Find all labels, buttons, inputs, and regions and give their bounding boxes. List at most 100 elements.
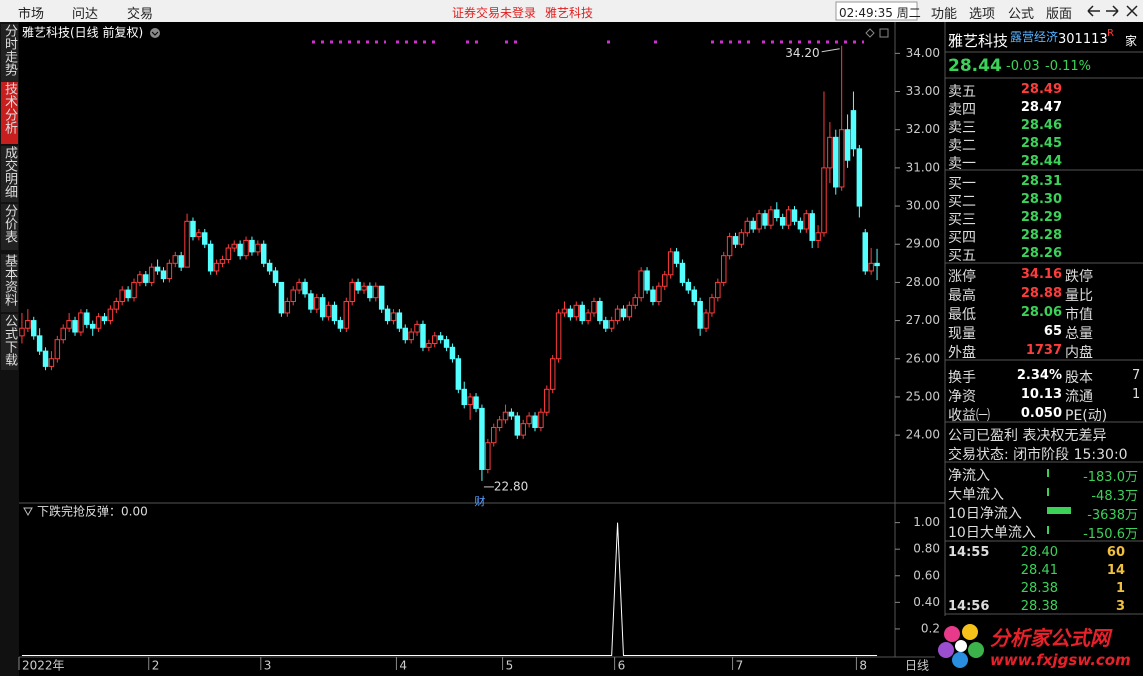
login-notice: 证券交易未登录 <box>452 6 537 20</box>
collapse-icon[interactable] <box>23 507 33 517</box>
book-label: 卖三 <box>948 120 976 136</box>
forward-icon[interactable] <box>1106 5 1119 17</box>
candle-body <box>756 213 762 230</box>
candle-body <box>178 255 184 268</box>
candle-body <box>538 411 544 428</box>
flow-label: 净流入 <box>948 468 990 484</box>
candle-body <box>591 300 597 314</box>
y-tick-label: 30.00 <box>906 199 940 213</box>
stat-label: 最低 <box>948 307 976 323</box>
candle-body <box>774 209 780 219</box>
candle-body <box>432 335 438 344</box>
menu-icon-arrow <box>151 31 159 36</box>
x-tick-label: 4 <box>399 659 407 673</box>
candle-body <box>107 308 114 322</box>
candle-body <box>19 327 25 337</box>
candle-body <box>231 243 237 249</box>
price-change: -0.03 <box>1006 59 1040 74</box>
book-price: 28.26 <box>1020 246 1062 261</box>
candle-body <box>797 220 804 230</box>
candle-body <box>791 209 798 222</box>
menu-item[interactable]: 问达 <box>72 7 99 22</box>
candle-body <box>184 220 190 268</box>
menu-item[interactable]: 公式 <box>1008 7 1035 22</box>
candle-body <box>60 327 66 341</box>
candle-body <box>614 308 621 322</box>
side-tab[interactable]: 分时走势 <box>1 24 18 82</box>
candle-body <box>685 281 692 291</box>
candle-body <box>508 411 515 417</box>
book-label: 买一 <box>948 176 976 192</box>
candle-body <box>838 129 845 188</box>
trade-time: 14:56 <box>948 599 990 614</box>
candle-body <box>154 266 161 272</box>
diamond-icon[interactable] <box>865 28 875 38</box>
indicator-line <box>21 522 878 656</box>
chart-title: 雅艺科技(日线 前复权) <box>22 25 143 40</box>
candle-body <box>225 247 232 261</box>
candle-body <box>467 396 473 406</box>
back-icon[interactable] <box>1087 5 1100 17</box>
side-tab[interactable]: 基本资料 <box>1 254 18 312</box>
window-icon[interactable] <box>879 28 889 38</box>
candle-body <box>514 415 521 436</box>
menu-item[interactable]: 功能 <box>931 7 958 22</box>
side-tab[interactable]: 成交明细 <box>1 146 18 202</box>
candle-body <box>709 297 715 314</box>
candle-body <box>656 285 662 302</box>
candle-body <box>502 411 509 421</box>
watermark-title: 分析家公式网 <box>990 626 1110 650</box>
book-price: 28.30 <box>1020 192 1062 207</box>
flow-value: -150.6万 <box>1083 527 1138 542</box>
menu-item[interactable]: 版面 <box>1046 7 1073 22</box>
candle-body <box>738 232 745 245</box>
candle-body <box>172 255 179 264</box>
candle-body <box>72 320 78 333</box>
candle-body <box>54 339 61 360</box>
candle-body <box>662 274 668 287</box>
stock-tag: 露营经济 <box>1010 30 1059 44</box>
candle-body <box>449 346 456 360</box>
trade-time: 14:55 <box>948 545 990 560</box>
status-note: 交易状态: 闭市阶段 15:30:0 <box>948 447 1128 463</box>
candle-body <box>284 300 291 314</box>
candle-body <box>290 289 296 302</box>
y-tick-label: 31.00 <box>906 160 940 174</box>
candle-body <box>703 312 709 329</box>
book-label: 卖五 <box>948 84 976 100</box>
menu-item[interactable]: 市场 <box>18 7 45 22</box>
candle-body <box>202 232 208 245</box>
menu-stock: 雅艺科技 <box>545 6 594 20</box>
menu-item[interactable]: 交易 <box>127 7 154 22</box>
candle-body <box>697 300 703 329</box>
trade-volume: 3 <box>1115 599 1125 614</box>
candle-body <box>337 320 344 329</box>
candle-body <box>266 262 273 272</box>
side-tab[interactable]: 公式下载 <box>1 314 18 370</box>
stat-label: 最高 <box>948 288 976 304</box>
menu-item[interactable]: 选项 <box>969 7 996 22</box>
stat-label: 跌停 <box>1065 269 1093 285</box>
book-price: 28.46 <box>1020 118 1062 133</box>
y-tick-label: 0.60 <box>913 568 940 582</box>
candle-body <box>260 243 267 264</box>
y-tick-label: 33.00 <box>906 84 940 98</box>
candle-body <box>95 316 102 329</box>
book-label: 买四 <box>948 230 976 246</box>
flow-value: -183.0万 <box>1083 470 1138 485</box>
candle-body <box>237 243 243 257</box>
y-tick-label: 0.40 <box>913 595 940 609</box>
y-tick-label: 28.00 <box>906 275 940 289</box>
menu-icon[interactable] <box>150 28 160 38</box>
side-tab[interactable]: 分价表 <box>1 204 18 250</box>
candle-body <box>520 423 526 436</box>
candle-body <box>544 388 550 413</box>
candle-body <box>720 255 727 283</box>
close-icon[interactable] <box>1126 5 1138 17</box>
candle-body <box>567 308 574 318</box>
candle-body <box>603 320 609 329</box>
candle-body <box>148 266 155 283</box>
y-tick-label: 0.2 <box>921 621 940 635</box>
side-tab[interactable]: 技术分析 <box>1 82 18 144</box>
candle-body <box>532 415 538 428</box>
